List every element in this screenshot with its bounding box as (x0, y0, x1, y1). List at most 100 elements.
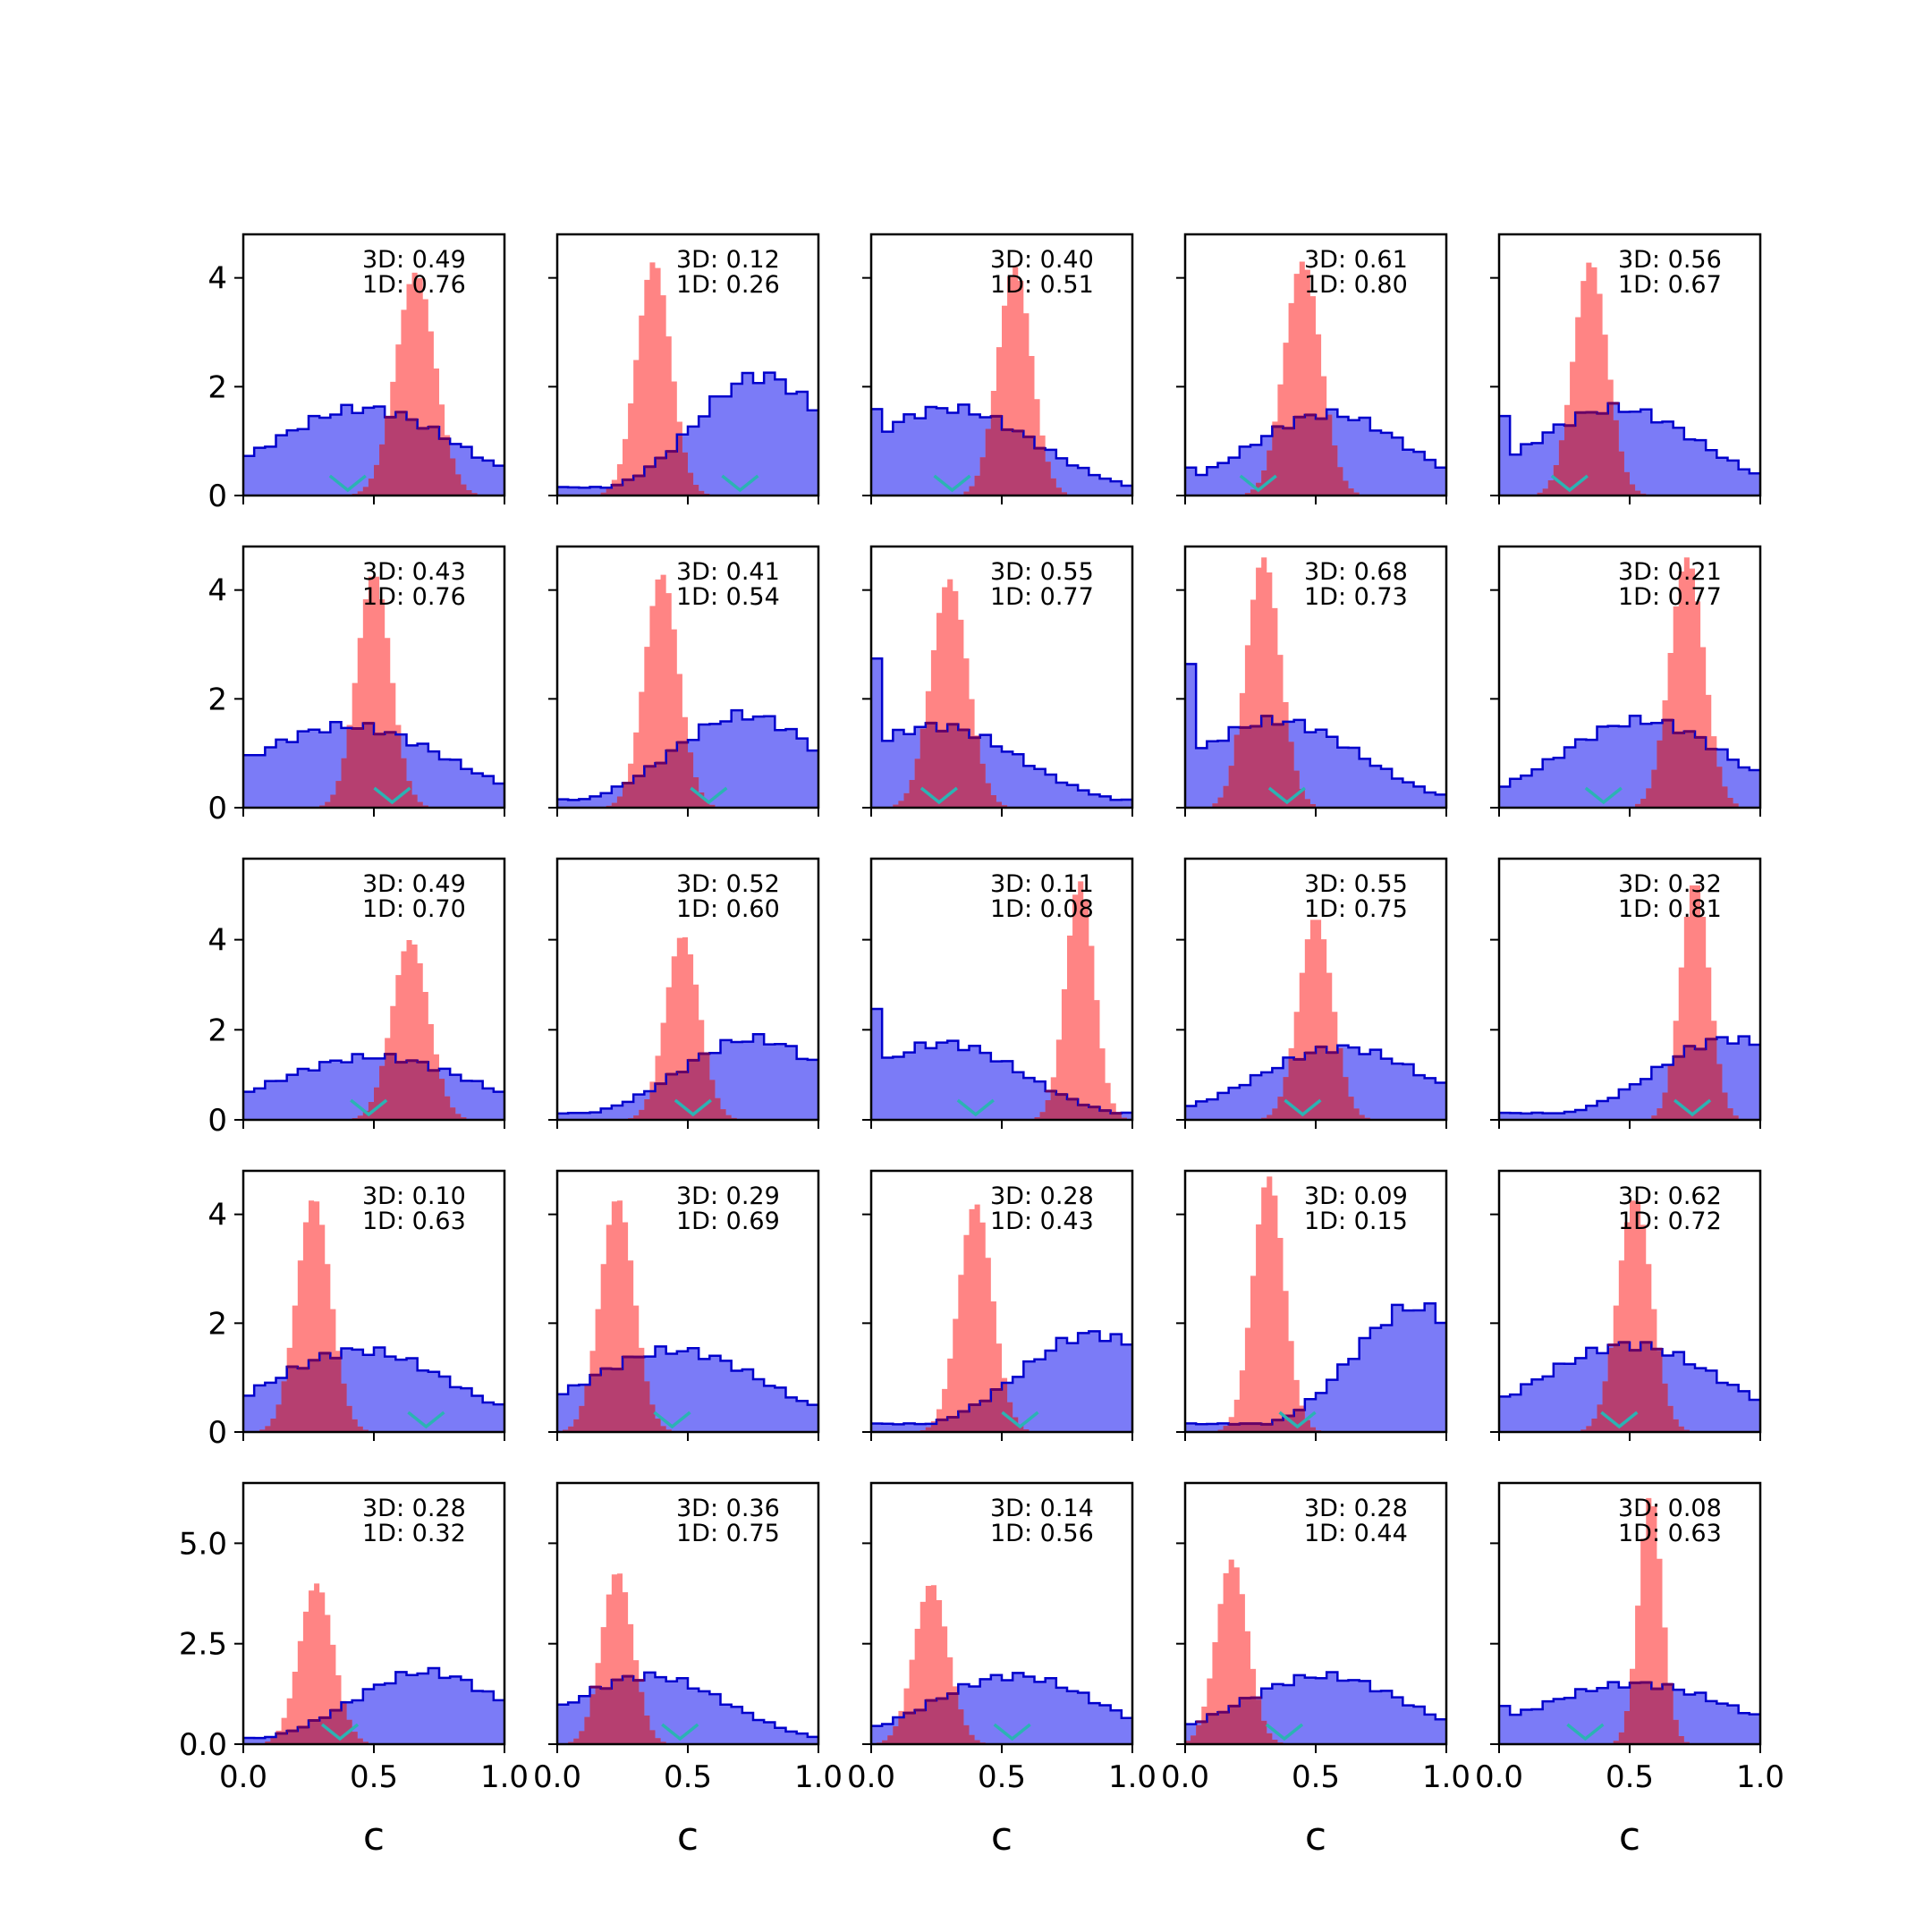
blue-histogram-outline (243, 1053, 504, 1093)
blue-histogram-outline (871, 1330, 1132, 1426)
x-tick-label: 0.0 (1475, 1759, 1523, 1795)
annotation-3d: 3D: 0.11 (990, 870, 1094, 898)
blue-histogram-outline (1185, 1044, 1446, 1107)
red-histogram-fill (1185, 261, 1446, 496)
overlap-outline (275, 1708, 342, 1735)
y-tick-label: 0 (208, 1103, 227, 1139)
marker-icon (1584, 786, 1623, 805)
red-histogram-fill (557, 936, 818, 1120)
y-tick-label: 2 (208, 682, 227, 717)
x-axis-label: c (1619, 1814, 1640, 1860)
overlap-histogram-fill (1185, 1698, 1446, 1744)
overlap-outline (1228, 1408, 1305, 1426)
overlap-histogram-fill (243, 1702, 504, 1744)
marker-icon (1265, 1723, 1304, 1741)
annotation-1d: 1D: 0.76 (362, 583, 466, 611)
blue-histogram-outline (1499, 1681, 1760, 1716)
overlap-histogram-fill (1499, 1038, 1760, 1120)
annotation-1d: 1D: 0.63 (1618, 1520, 1722, 1547)
annotation-3d: 3D: 0.36 (676, 1495, 780, 1522)
x-axis-label: c (991, 1814, 1013, 1860)
overlap-histogram-fill (243, 1352, 504, 1432)
y-tick-label: 4 (208, 261, 227, 297)
marker-icon (320, 1723, 360, 1741)
x-tick-label: 0.5 (978, 1759, 1026, 1795)
annotation-3d: 3D: 0.56 (1618, 246, 1722, 274)
overlap-outline (352, 722, 396, 736)
marker-icon (721, 474, 759, 493)
x-tick-label: 0.5 (664, 1759, 712, 1795)
overlap-outline (1673, 1038, 1717, 1058)
annotation-3d: 3D: 0.49 (362, 246, 466, 274)
x-axis-label: c (1305, 1814, 1326, 1860)
blue-histogram-outline (1185, 663, 1446, 796)
overlap-histogram-fill (1499, 720, 1760, 808)
annotation-1d: 1D: 0.51 (990, 271, 1094, 299)
x-tick-label: 0.0 (533, 1759, 581, 1795)
y-tick-label: 4 (208, 923, 227, 959)
y-tick-label: 2 (208, 369, 227, 405)
marker-icon (674, 1098, 712, 1117)
annotation-1d: 1D: 0.77 (1618, 583, 1722, 611)
marker-icon (933, 474, 971, 493)
y-tick-label: 0.0 (179, 1727, 227, 1763)
annotation-3d: 3D: 0.28 (1304, 1495, 1408, 1522)
annotation-3d: 3D: 0.41 (676, 558, 780, 586)
overlap-histogram-fill (1185, 1046, 1446, 1120)
annotation-3d: 3D: 0.61 (1304, 246, 1408, 274)
marker-icon (653, 1411, 691, 1429)
overlap-outline (385, 1053, 439, 1072)
annotation-1d: 1D: 0.32 (362, 1520, 466, 1547)
annotation-1d: 1D: 0.26 (676, 271, 780, 299)
red-histogram-fill (243, 1583, 504, 1744)
blue-histogram-outline (871, 403, 1132, 487)
overlap-outline (1293, 1045, 1338, 1061)
annotation-1d: 1D: 0.75 (676, 1520, 780, 1547)
overlap-outline (925, 721, 980, 740)
annotation-1d: 1D: 0.60 (676, 895, 780, 923)
overlap-outline (1607, 1341, 1663, 1352)
overlap-histogram-fill (871, 723, 1132, 808)
overlap-outline (611, 450, 677, 487)
x-tick-label: 1.0 (1108, 1759, 1157, 1795)
annotation-1d: 1D: 0.08 (990, 895, 1094, 923)
blue-histogram-outline (1185, 408, 1446, 477)
annotation-1d: 1D: 0.77 (990, 583, 1094, 611)
x-axis-label: c (677, 1814, 699, 1860)
marker-icon (919, 786, 959, 805)
blue-histogram-fill (871, 1331, 1132, 1432)
overlap-outline (589, 1674, 645, 1690)
overlap-histogram-fill (557, 741, 818, 808)
y-tick-label: 0 (208, 1415, 227, 1451)
annotation-1d: 1D: 0.63 (362, 1208, 466, 1235)
annotation-3d: 3D: 0.14 (990, 1495, 1094, 1522)
annotation-1d: 1D: 0.81 (1618, 895, 1722, 923)
x-tick-label: 0.0 (847, 1759, 895, 1795)
marker-icon (1600, 1411, 1639, 1429)
overlap-outline (1564, 402, 1619, 428)
y-tick-label: 0 (208, 479, 227, 514)
x-tick-label: 0.5 (1606, 1759, 1654, 1795)
y-tick-label: 0 (208, 791, 227, 826)
overlap-outline (1196, 1696, 1262, 1724)
marker-icon (328, 474, 367, 493)
overlap-outline (286, 1352, 342, 1370)
marker-icon (1673, 1098, 1712, 1117)
annotation-1d: 1D: 0.76 (362, 271, 466, 299)
x-tick-label: 0.5 (350, 1759, 398, 1795)
